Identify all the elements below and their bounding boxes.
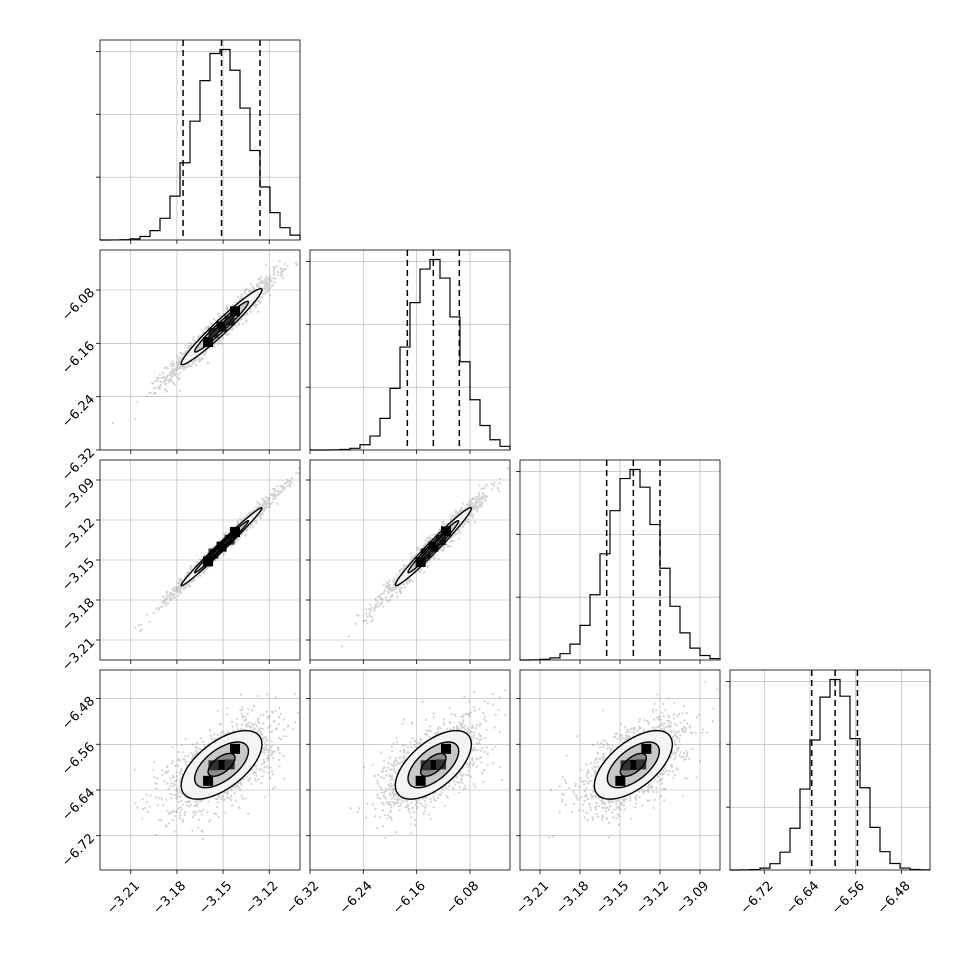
density-cell	[620, 760, 631, 771]
panel-content	[111, 255, 300, 425]
density-cell	[428, 541, 439, 552]
density-cell	[441, 743, 451, 754]
contour-line	[593, 729, 674, 800]
density-cell	[615, 775, 626, 786]
histogram-panel-2	[516, 459, 721, 664]
histogram-step-line	[99, 48, 301, 241]
density-cell	[636, 759, 647, 770]
density-cell	[224, 759, 235, 770]
contour-line	[193, 519, 250, 574]
contour-line	[394, 506, 473, 587]
density-cell	[420, 760, 431, 771]
density-cell	[216, 759, 227, 770]
scatter-panel-2-1	[306, 459, 511, 664]
density-cell	[641, 743, 652, 754]
panel-frame	[99, 459, 301, 661]
panel-content	[340, 466, 510, 648]
histogram-step-line	[729, 678, 931, 871]
histogram-panel-0	[96, 39, 301, 244]
density-cell	[203, 556, 214, 567]
density-cell	[441, 526, 451, 537]
panel-frame	[519, 669, 721, 871]
contour-line	[407, 741, 460, 789]
density-cell	[208, 327, 219, 338]
contour-line	[419, 752, 447, 777]
panel-content	[134, 467, 300, 632]
density-cell	[203, 337, 214, 348]
contour-line	[193, 741, 250, 789]
contour-line	[394, 729, 473, 800]
density-cell	[216, 321, 227, 332]
panel-content	[548, 680, 719, 839]
density-cell	[628, 759, 639, 770]
panel-frame	[309, 669, 511, 871]
density-cell	[230, 743, 240, 754]
panel-content	[133, 692, 299, 841]
contour-line	[180, 287, 263, 366]
panel-frame	[99, 39, 301, 241]
contour-line	[180, 506, 263, 587]
density-cell	[216, 541, 227, 552]
scatter-panel-2-0: −3.21−3.18−3.15−3.12−3.09	[59, 459, 301, 674]
density-cell	[435, 759, 446, 770]
contour-line	[606, 741, 661, 789]
contour-line	[207, 752, 236, 777]
histogram-step-line	[519, 468, 721, 661]
panel-frame	[309, 249, 511, 451]
density-cell	[230, 306, 240, 317]
contour-line	[193, 300, 250, 353]
panel-frame	[99, 669, 301, 871]
histogram-panel-1	[306, 249, 511, 454]
contour-line	[180, 729, 263, 800]
density-cell	[428, 759, 439, 770]
density-cell	[208, 760, 219, 771]
histogram-step-line	[309, 258, 511, 451]
panel-frame	[519, 459, 721, 661]
density-cell	[415, 556, 426, 567]
density-cell	[224, 315, 235, 326]
contour-line	[619, 752, 648, 777]
density-cell	[203, 775, 214, 786]
panel-frame	[729, 669, 931, 871]
contour-line	[207, 313, 236, 341]
contour-line	[407, 519, 460, 574]
panel-frame	[99, 249, 301, 451]
density-cell	[415, 775, 426, 786]
contour-line	[419, 532, 447, 561]
panel-frame	[309, 459, 511, 661]
panel-content	[349, 689, 507, 839]
density-cell	[230, 526, 240, 537]
contour-line	[207, 532, 236, 561]
